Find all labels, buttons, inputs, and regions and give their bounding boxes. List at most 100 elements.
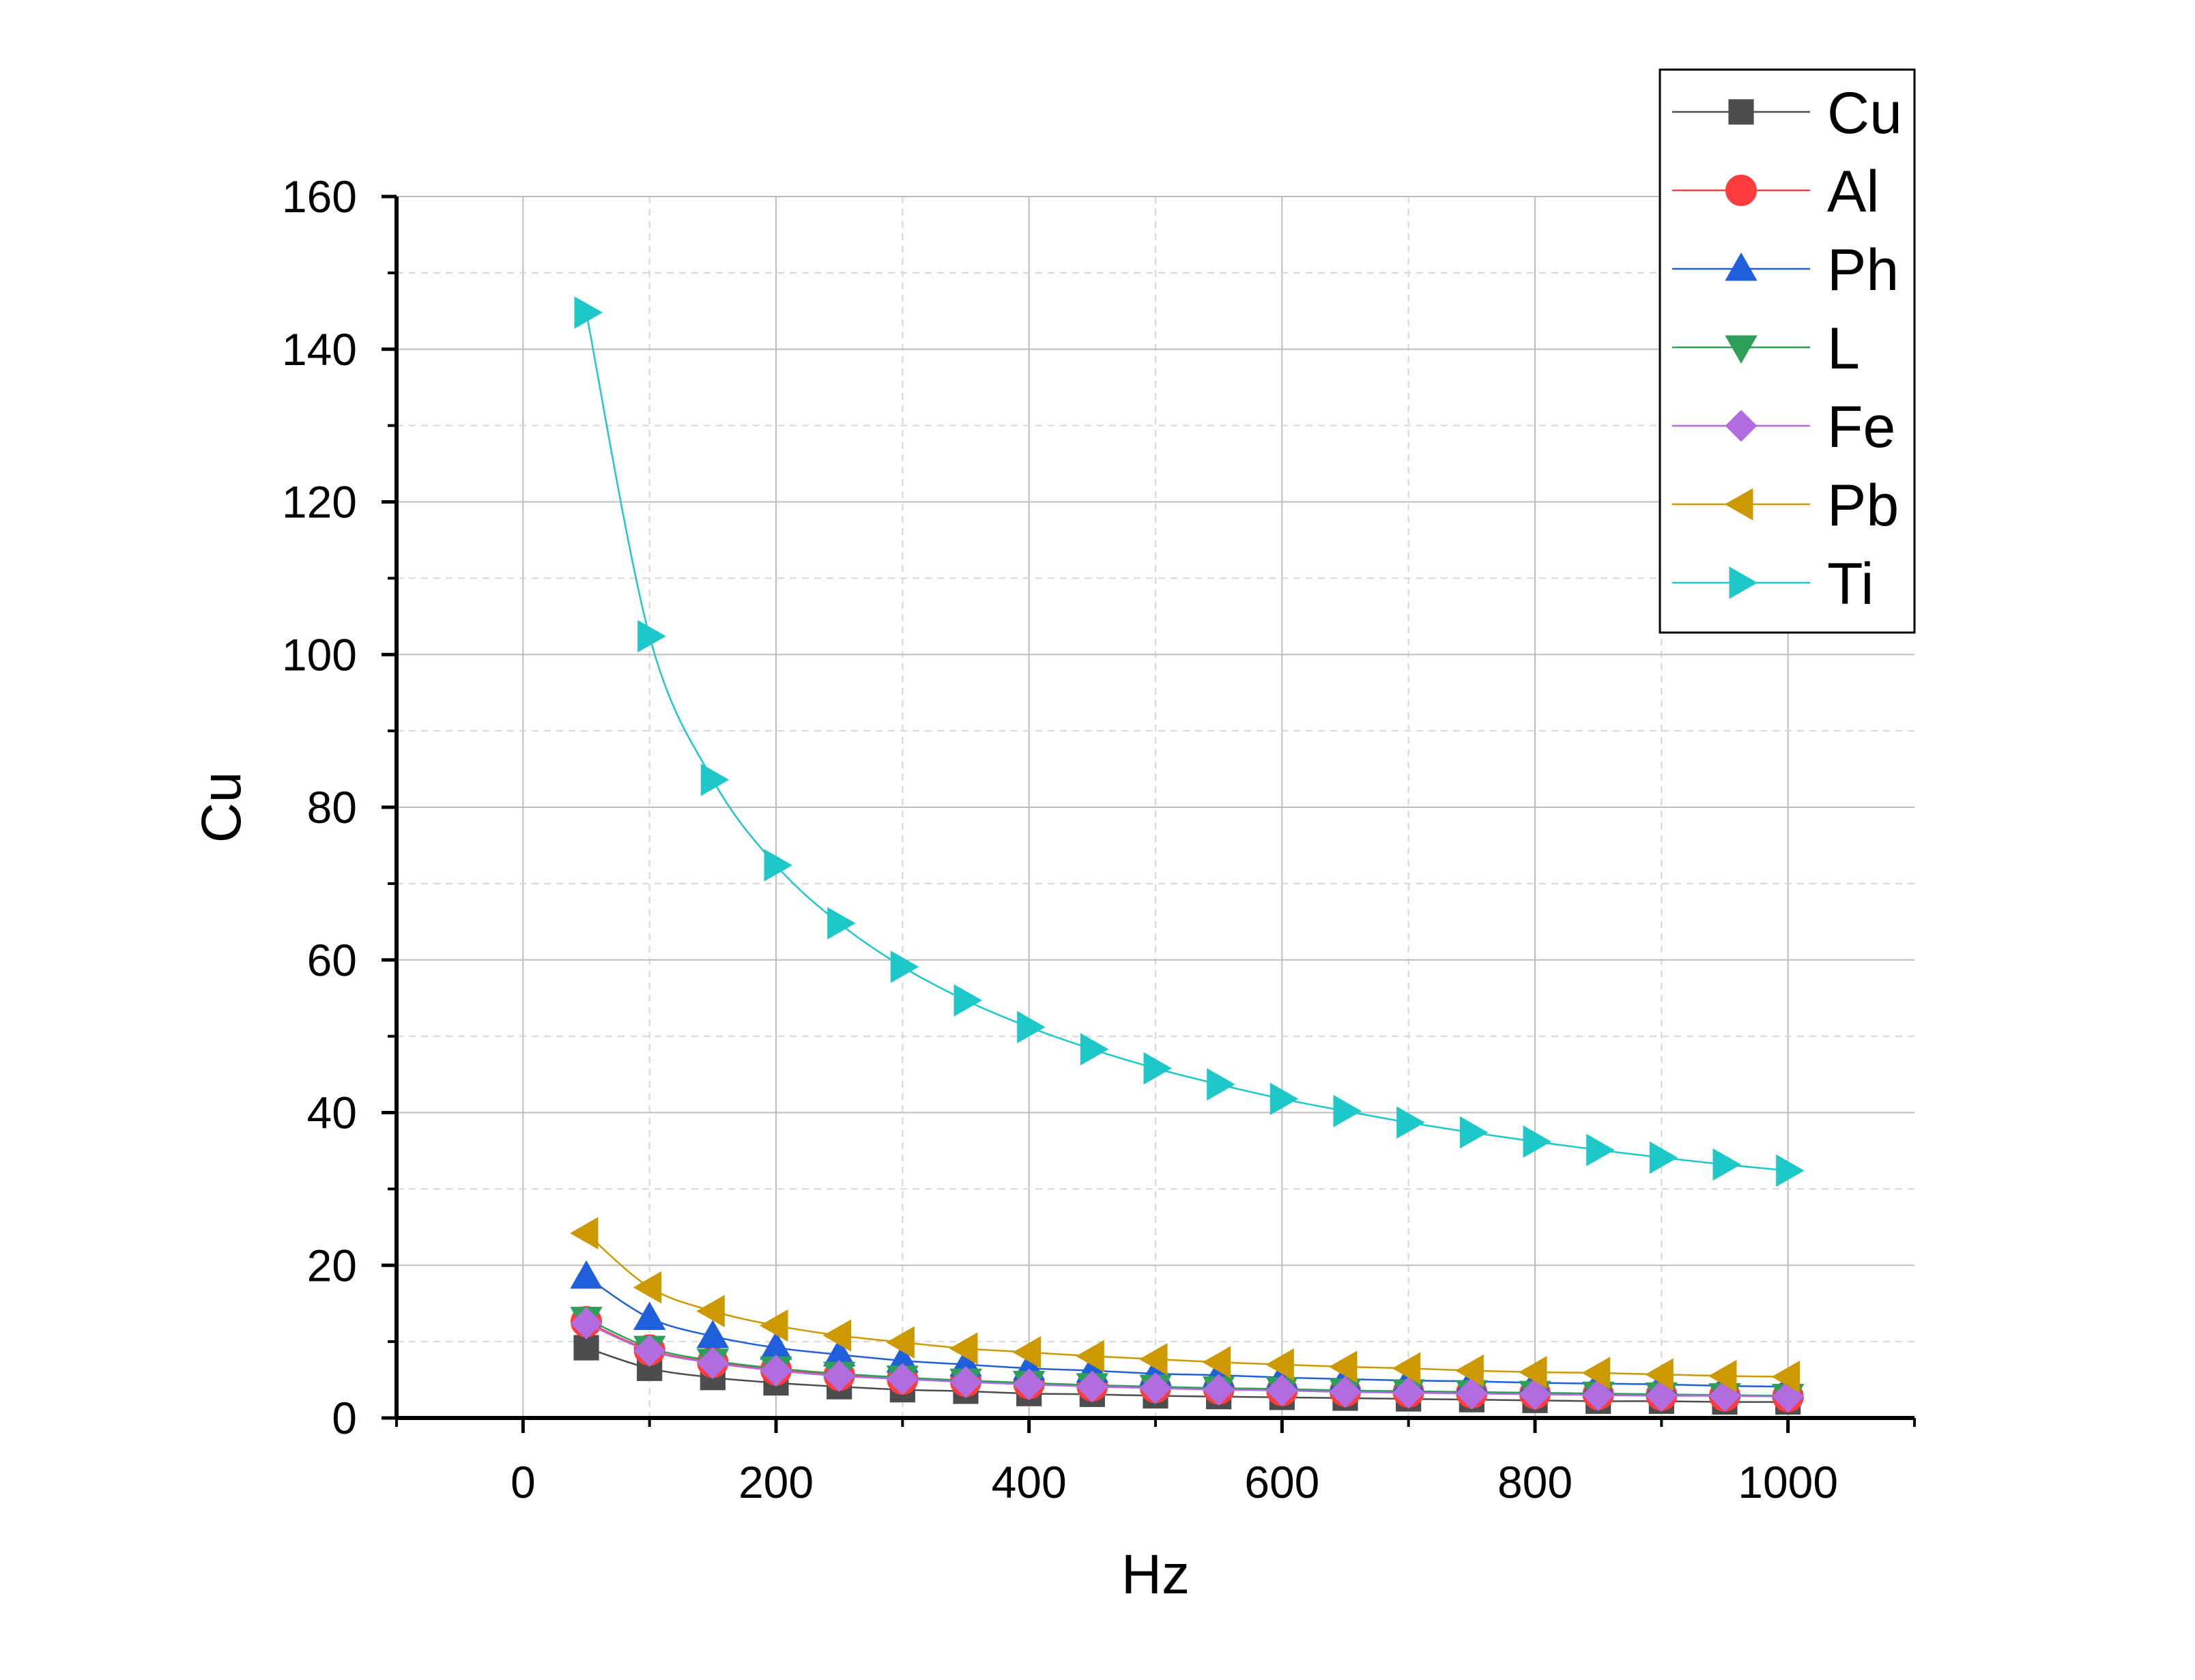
legend-label-fe: Fe	[1827, 394, 1895, 460]
y-tick-label: 40	[307, 1088, 357, 1138]
legend-item-fe: Fe	[1672, 394, 1895, 460]
series-ti-point	[637, 620, 666, 653]
y-tick-label: 80	[307, 782, 357, 832]
series-pb-point	[696, 1294, 725, 1328]
series-ti-point	[890, 951, 919, 983]
legend-label-pb: Pb	[1827, 473, 1899, 538]
series-ti-point	[1333, 1095, 1362, 1127]
series-fe-point	[1645, 1380, 1678, 1412]
series-ti-point	[1459, 1116, 1489, 1149]
series-pb-point	[1392, 1352, 1421, 1385]
series-fe-point	[823, 1360, 856, 1392]
series-ti-point	[574, 296, 603, 329]
legend-item-ti: Ti	[1672, 551, 1874, 617]
series-fe-point	[570, 1307, 603, 1339]
series-ti-point	[953, 984, 983, 1017]
series-fe-point	[696, 1347, 729, 1379]
legend-label-ph: Ph	[1827, 237, 1899, 303]
series-pb-point	[1328, 1350, 1358, 1383]
series-ti-point	[1017, 1011, 1046, 1043]
x-tick-label: 600	[1244, 1457, 1319, 1507]
series-pb-point	[1645, 1358, 1674, 1391]
series-pb-point	[1708, 1359, 1737, 1393]
series-ph-point	[570, 1260, 603, 1289]
series-ti-point	[1712, 1148, 1742, 1181]
series-pb-point	[569, 1217, 599, 1249]
y-axis-title: Cu	[190, 772, 253, 843]
legend-marker-pb	[1724, 488, 1753, 521]
grid	[397, 196, 1914, 1418]
series-ti-point	[827, 907, 856, 940]
series-ti-point	[1080, 1032, 1109, 1066]
series-fe-point	[949, 1366, 982, 1398]
series-pb-point	[1138, 1343, 1168, 1376]
legend-label-ti: Ti	[1827, 551, 1874, 617]
ticks	[382, 194, 1916, 1433]
series-ti-point	[1207, 1068, 1235, 1101]
series-pb-point	[1265, 1348, 1294, 1381]
legend: Cu Al Ph L Fe Pb Ti	[1659, 68, 1916, 634]
series-pb-point	[1455, 1354, 1484, 1387]
series-fe-point	[1013, 1368, 1046, 1401]
series-pb	[569, 1217, 1801, 1393]
series-fe	[570, 1307, 1805, 1413]
series-fe-point	[886, 1363, 919, 1395]
series-fe-point	[1455, 1377, 1488, 1410]
series-fe-point	[1203, 1374, 1235, 1406]
legend-item-cu: Cu	[1672, 81, 1902, 146]
series-fe-point	[1392, 1376, 1425, 1409]
x-tick-label: 800	[1497, 1457, 1573, 1507]
series-fe-point	[760, 1355, 792, 1387]
series-pb-point	[759, 1309, 788, 1342]
y-tick-label: 140	[282, 324, 357, 375]
series-fe-point	[1076, 1370, 1108, 1403]
series-ti-point	[1523, 1125, 1552, 1158]
x-tick-label: 1000	[1738, 1457, 1838, 1507]
y-tick-label: 160	[282, 171, 357, 222]
series-ti-point	[1143, 1052, 1173, 1085]
series-pb-point	[1202, 1346, 1231, 1379]
series-pb-point	[1771, 1360, 1801, 1393]
x-tick-label: 400	[992, 1457, 1067, 1507]
series-fe-point	[1519, 1378, 1551, 1410]
series-fe-point	[1582, 1379, 1615, 1411]
y-tick-label: 0	[332, 1393, 357, 1443]
series-ti	[574, 296, 1805, 1187]
legend-marker-fe	[1725, 409, 1758, 442]
series-cu-point	[573, 1335, 599, 1361]
series-ph-point	[633, 1301, 666, 1330]
series-ti-point	[1396, 1106, 1425, 1139]
series-ti-point	[1586, 1133, 1615, 1167]
tick-labels: 0 200 400 600 800 1000 0 20 40 60 80 100 120 140 160	[282, 171, 1838, 1507]
legend-marker-ti	[1729, 566, 1758, 599]
series-pb-point	[633, 1271, 662, 1304]
legend-label-l: L	[1827, 316, 1860, 381]
series-ti-point	[1269, 1082, 1299, 1116]
legend-marker-al	[1725, 175, 1757, 206]
x-tick-label: 0	[511, 1457, 536, 1507]
series-fe-point	[1265, 1374, 1298, 1407]
legend-item-l: L	[1672, 316, 1860, 381]
legend-box	[1659, 68, 1916, 634]
series-pb-point	[949, 1332, 978, 1365]
legend-marker-l	[1725, 335, 1758, 364]
series-pb-point	[1076, 1339, 1104, 1373]
series-ti-point	[700, 764, 730, 796]
series-pb-point	[822, 1319, 852, 1352]
series-ti-point	[764, 849, 793, 882]
y-tick-label: 120	[282, 477, 357, 527]
series-fe-point	[633, 1335, 666, 1367]
y-tick-label: 100	[282, 629, 357, 680]
y-tick-label: 60	[307, 935, 357, 985]
series-pb-point	[886, 1326, 915, 1359]
legend-item-al: Al	[1672, 159, 1879, 225]
x-tick-label: 200	[738, 1457, 814, 1507]
legend-label-al: Al	[1827, 159, 1879, 225]
series-pb-point	[1518, 1356, 1547, 1389]
legend-marker-ph	[1725, 252, 1758, 281]
legend-item-ph: Ph	[1672, 237, 1899, 303]
series-fe-point	[1329, 1376, 1362, 1408]
series-pb-point	[1581, 1357, 1611, 1389]
series-ti-point	[1776, 1154, 1805, 1187]
